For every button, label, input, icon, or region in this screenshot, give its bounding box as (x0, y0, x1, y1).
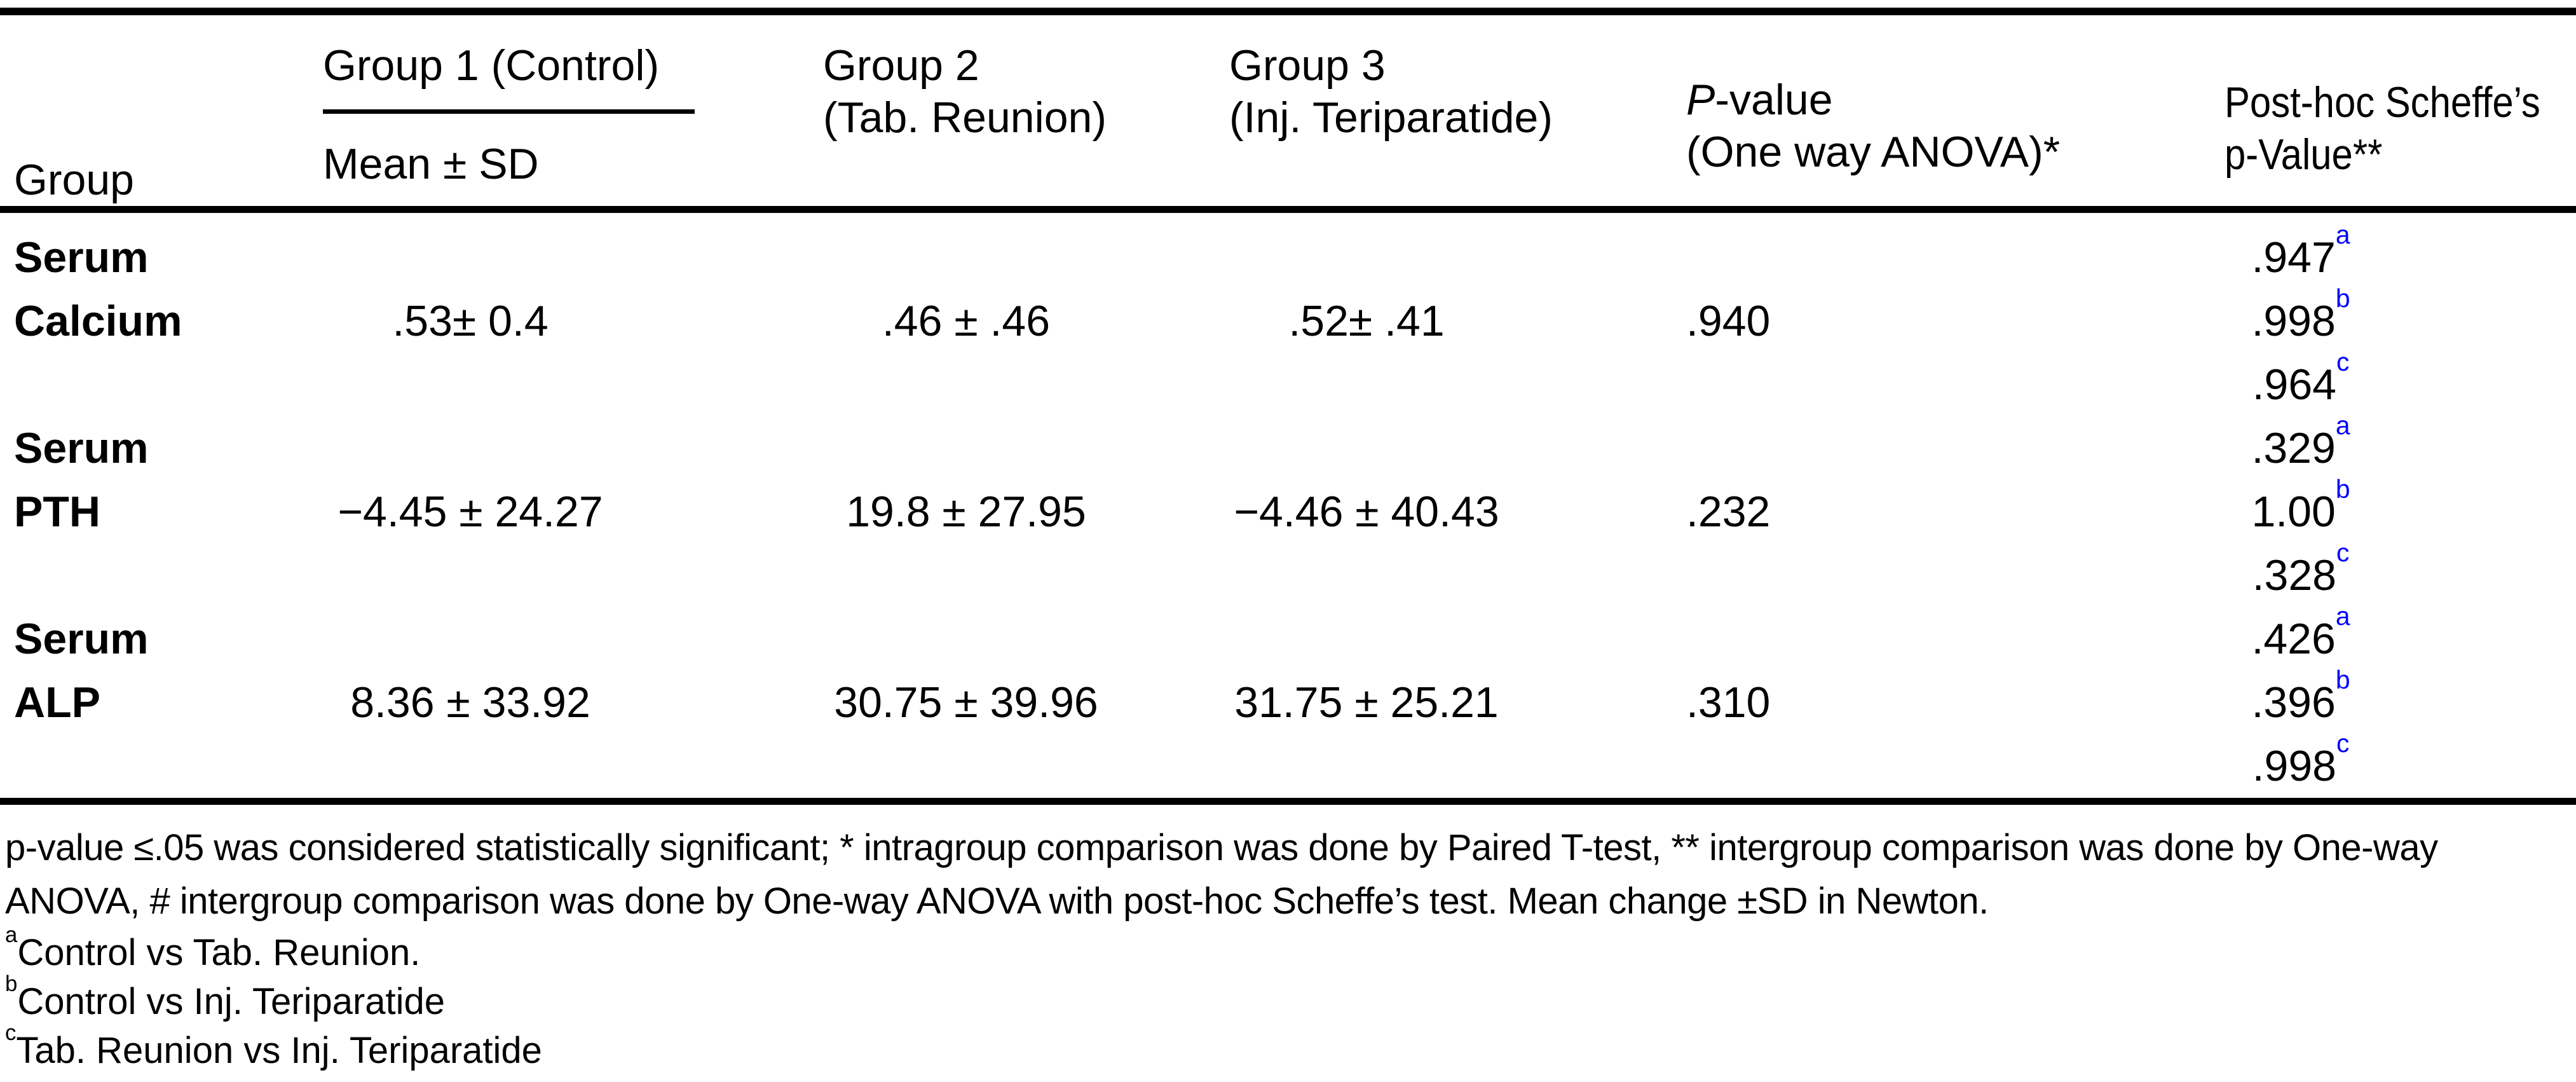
header-pvalue: P-value (One way ANOVA)* (1684, 15, 2218, 206)
header-pvalue-line1: P-value (1686, 74, 2218, 126)
header-group2-line1: Group 2 (823, 41, 979, 90)
posthoc-superscript: a (2335, 411, 2350, 441)
posthoc-value: .426 (2251, 615, 2336, 663)
header-group3-line1: Group 3 (1229, 41, 1386, 90)
header-pvalue-rest: -value (1715, 76, 1833, 124)
row-label: ALP (14, 678, 100, 727)
posthoc-value: .964 (2252, 360, 2336, 409)
posthoc-value: .328 (2252, 551, 2336, 599)
footnote-a-text: Control vs Tab. Reunion. (17, 932, 421, 973)
header-posthoc-line2: p-Value** (2225, 130, 2383, 179)
header-pvalue-line2: (One way ANOVA)* (1686, 128, 2061, 176)
posthoc-superscript: b (2335, 474, 2350, 504)
header-group3: Group 3 (Inj. Teriparatide) (1227, 15, 1684, 206)
posthoc-cell: .426a (2218, 603, 2576, 664)
cell-group2: 30.75 ± 39.96 (834, 678, 1098, 727)
posthoc-cell: .328c (2218, 540, 2576, 600)
posthoc-superscript: a (2335, 601, 2350, 631)
row-calcium-line2: Calcium .53± 0.4 .46 ± .46 .52± .41 .940… (0, 285, 2576, 353)
cell-group3: 31.75 ± 25.21 (1234, 678, 1499, 727)
posthoc-superscript: b (2335, 665, 2350, 695)
posthoc-value: .947 (2251, 233, 2336, 282)
posthoc-superscript: c (2336, 347, 2350, 377)
row-label: Serum (14, 615, 149, 663)
row-calcium-line1: Serum .947a (0, 222, 2576, 289)
footnote-a-marker: a (5, 922, 18, 948)
table-bottom-rule (0, 798, 2576, 805)
table-header-rule (0, 206, 2576, 213)
posthoc-value: .998 (2251, 297, 2336, 345)
header-posthoc-line1: Post-hoc Scheffe’s (2225, 78, 2540, 127)
footnote-a: aControl vs Tab. Reunion. (5, 924, 2571, 977)
posthoc-cell: .396b (2218, 667, 2576, 727)
posthoc-value: .396 (2251, 678, 2336, 727)
posthoc-cell: 1.00b (2218, 476, 2576, 537)
header-group3-line2: (Inj. Teriparatide) (1229, 93, 1553, 142)
posthoc-cell: .998c (2218, 730, 2576, 791)
row-label: Serum (14, 233, 149, 282)
table-header-row: Group Group 1 (Control) Mean ± SD Group … (0, 15, 2576, 206)
cell-group2: .46 ± .46 (882, 297, 1051, 345)
footnote-b-marker: b (5, 971, 18, 997)
header-group: Group (14, 156, 134, 204)
header-group1-underline (323, 109, 695, 114)
header-mean-sd: Mean ± SD (323, 140, 539, 188)
footnote-general: p-value ≤.05 was considered statisticall… (5, 827, 2438, 922)
posthoc-cell: .998b (2218, 285, 2576, 346)
row-alp-line2: ALP 8.36 ± 33.92 30.75 ± 39.96 31.75 ± 2… (0, 667, 2576, 734)
posthoc-value: 1.00 (2251, 488, 2336, 536)
header-group2-line2: (Tab. Reunion) (823, 93, 1107, 142)
table-body: Serum .947a Calcium .53± 0.4 .46 ± .46 .… (0, 213, 2576, 798)
row-label: Calcium (14, 297, 182, 345)
row-label: Serum (14, 424, 149, 472)
posthoc-cell: .964c (2218, 349, 2576, 409)
row-alp-line1: Serum .426a (0, 603, 2576, 671)
cell-group1: .53± 0.4 (392, 297, 549, 345)
footnote-c-text: Tab. Reunion vs Inj. Teriparatide (16, 1030, 542, 1071)
footnote-c: cTab. Reunion vs Inj. Teriparatide (5, 1022, 2571, 1075)
header-posthoc: Post-hoc Scheffe’s p-Value** (2218, 15, 2576, 206)
row-label: PTH (14, 488, 100, 536)
cell-group2: 19.8 ± 27.95 (846, 488, 1086, 536)
posthoc-superscript: c (2336, 538, 2350, 568)
table-footnotes: p-value ≤.05 was considered statisticall… (0, 805, 2576, 1075)
cell-group3: .52± .41 (1288, 297, 1445, 345)
footnote-b: bControl vs Inj. Teriparatide (5, 973, 2571, 1026)
cell-pvalue: .310 (1686, 678, 1771, 727)
footnote-b-text: Control vs Inj. Teriparatide (17, 981, 446, 1022)
header-group1-control: Group 1 (Control) Mean ± SD (311, 15, 820, 206)
header-group2: Group 2 (Tab. Reunion) (820, 15, 1227, 206)
posthoc-cell: .947a (2218, 222, 2576, 282)
cell-pvalue: .940 (1686, 297, 1771, 345)
posthoc-value: .998 (2252, 742, 2336, 790)
row-pth-line1: Serum .329a (0, 413, 2576, 480)
posthoc-cell: .329a (2218, 413, 2576, 473)
row-pth-line2: PTH −4.45 ± 24.27 19.8 ± 27.95 −4.46 ± 4… (0, 476, 2576, 544)
row-pth-line3: .328c (0, 540, 2576, 607)
row-calcium-line3: .964c (0, 349, 2576, 416)
posthoc-value: .329 (2251, 424, 2336, 472)
cell-pvalue: .232 (1686, 488, 1771, 536)
cell-group1: −4.45 ± 24.27 (337, 488, 603, 536)
row-alp-line3: .998c (0, 730, 2576, 798)
header-pvalue-italic-p: P (1686, 76, 1715, 124)
footnote-c-marker: c (5, 1020, 17, 1046)
header-group1-title: Group 1 (Control) (323, 41, 660, 90)
posthoc-superscript: b (2335, 284, 2350, 313)
posthoc-superscript: a (2335, 220, 2350, 250)
cell-group3: −4.46 ± 40.43 (1234, 488, 1499, 536)
table-top-rule (0, 8, 2576, 15)
posthoc-superscript: c (2336, 729, 2350, 758)
cell-group1: 8.36 ± 33.92 (350, 678, 590, 727)
